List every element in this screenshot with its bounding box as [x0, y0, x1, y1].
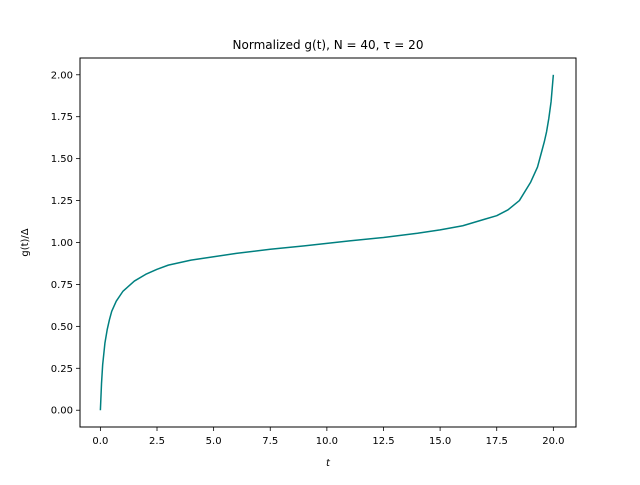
y-tick-label: 1.75 [51, 112, 73, 123]
x-tick-label: 2.5 [149, 436, 165, 447]
x-tick-label: 20.0 [542, 436, 564, 447]
y-tick-label: 0.00 [51, 406, 73, 417]
y-tick-label: 0.50 [51, 322, 73, 333]
y-tick-label: 0.75 [51, 280, 73, 291]
x-tick-label: 15.0 [429, 436, 451, 447]
x-tick-label: 17.5 [486, 436, 508, 447]
plot-area [99, 74, 555, 411]
x-tick-label: 0.0 [92, 436, 108, 447]
x-tick-label: 7.5 [262, 436, 278, 447]
y-axis-label: g(t)/Δ [20, 228, 31, 256]
x-tick-label: 12.5 [372, 436, 394, 447]
y-tick-label: 1.25 [51, 196, 73, 207]
series-line [99, 74, 555, 411]
x-tick-label: 5.0 [206, 436, 222, 447]
y-tick-label: 1.50 [51, 154, 73, 165]
x-tick-label: 10.0 [316, 436, 338, 447]
x-axis-ticks: 0.0 2.5 5.0 7.5 10.0 12.5 15.0 17.5 20.0 [92, 427, 564, 447]
chart-title: Normalized g(t), N = 40, τ = 20 [233, 38, 424, 52]
y-tick-label: 1.00 [51, 238, 73, 249]
y-axis-ticks: 0.00 0.25 0.50 0.75 1.00 1.25 1.50 1.75 2.00 [51, 70, 80, 417]
y-tick-label: 0.25 [51, 364, 73, 375]
x-axis-label: t [326, 458, 331, 469]
y-tick-label: 2.00 [51, 70, 73, 81]
